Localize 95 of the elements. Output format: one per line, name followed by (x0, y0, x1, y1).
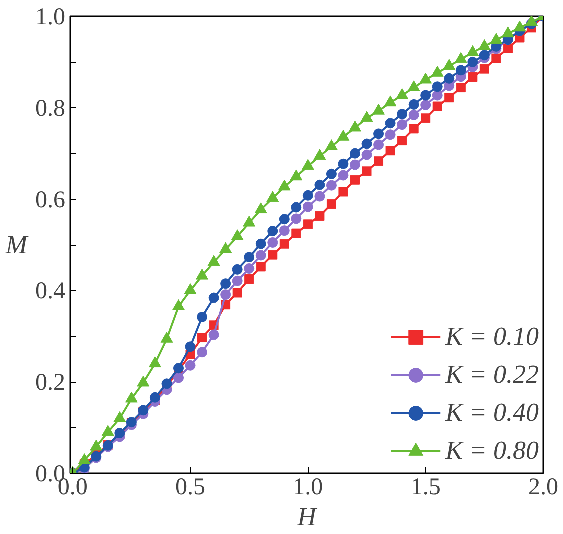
point (197, 347, 208, 358)
point (244, 264, 255, 274)
legend-label: K = 0.40 (446, 398, 539, 428)
point (208, 292, 220, 304)
legend-label: K = 0.80 (446, 436, 539, 466)
point (197, 312, 208, 322)
point (326, 168, 337, 180)
point (420, 100, 432, 110)
point (386, 146, 396, 156)
point (268, 237, 278, 248)
point (198, 333, 208, 343)
point (443, 59, 456, 70)
y-tick-label: 0.8 (36, 96, 66, 122)
point (314, 191, 326, 202)
point (150, 392, 160, 403)
point (220, 290, 232, 300)
point (468, 72, 478, 82)
point (374, 156, 384, 166)
x-tick-label: 2.0 (528, 474, 558, 500)
point (208, 330, 220, 340)
point (162, 378, 172, 390)
point (338, 187, 348, 197)
point (185, 342, 196, 352)
point (292, 228, 302, 238)
y-tick-label: 0.6 (36, 187, 66, 214)
point (303, 220, 313, 230)
point (492, 54, 502, 64)
point (350, 148, 360, 159)
y-tick-label: 1.0 (36, 4, 66, 30)
point (444, 73, 455, 84)
point (444, 93, 454, 103)
point (244, 274, 254, 284)
point (456, 65, 466, 76)
point (468, 56, 478, 68)
point (409, 124, 419, 134)
point (268, 250, 278, 260)
point (503, 44, 513, 54)
point (256, 262, 266, 272)
point (374, 140, 384, 150)
point (256, 238, 266, 250)
point (268, 226, 278, 237)
point (385, 118, 396, 129)
point (432, 90, 443, 101)
x-tick-label: 1.0 (293, 474, 324, 500)
point (420, 90, 432, 101)
point (291, 214, 302, 224)
point (456, 83, 466, 93)
x-axis-title: H (296, 502, 318, 532)
point (397, 120, 408, 130)
point (185, 360, 196, 371)
point (338, 170, 349, 181)
point (397, 109, 408, 120)
point (350, 175, 360, 185)
point (408, 110, 420, 120)
point (385, 130, 396, 140)
point (232, 276, 243, 286)
point (256, 250, 266, 261)
point (314, 180, 326, 190)
point (338, 158, 349, 170)
point (421, 114, 431, 124)
point (525, 16, 538, 26)
point (350, 160, 360, 170)
point (232, 264, 243, 275)
point (374, 128, 384, 140)
y-tick-label: 0.4 (36, 278, 66, 305)
point (232, 288, 242, 298)
point (279, 226, 290, 236)
point (408, 99, 420, 110)
point (280, 239, 290, 249)
point (220, 278, 232, 290)
point (362, 150, 372, 160)
point (362, 138, 372, 150)
point (432, 102, 442, 112)
point (326, 200, 336, 210)
legend-label: K = 0.10 (446, 322, 539, 352)
point (480, 64, 490, 74)
y-axis-title: M (4, 230, 29, 260)
point (408, 80, 420, 92)
point (291, 202, 302, 213)
point (362, 166, 372, 176)
point (244, 252, 255, 263)
point (302, 190, 314, 201)
point (302, 202, 314, 212)
point (174, 372, 184, 384)
point (174, 363, 184, 374)
x-tick-label: 1.5 (410, 474, 441, 500)
point (432, 82, 443, 92)
point (398, 136, 408, 146)
point (279, 214, 290, 225)
point (479, 50, 490, 61)
point (326, 180, 337, 191)
y-tick-label: 0.2 (36, 370, 66, 396)
legend-label: K = 0.22 (446, 360, 539, 390)
point (315, 211, 325, 221)
x-tick-label: 0.5 (176, 474, 206, 500)
